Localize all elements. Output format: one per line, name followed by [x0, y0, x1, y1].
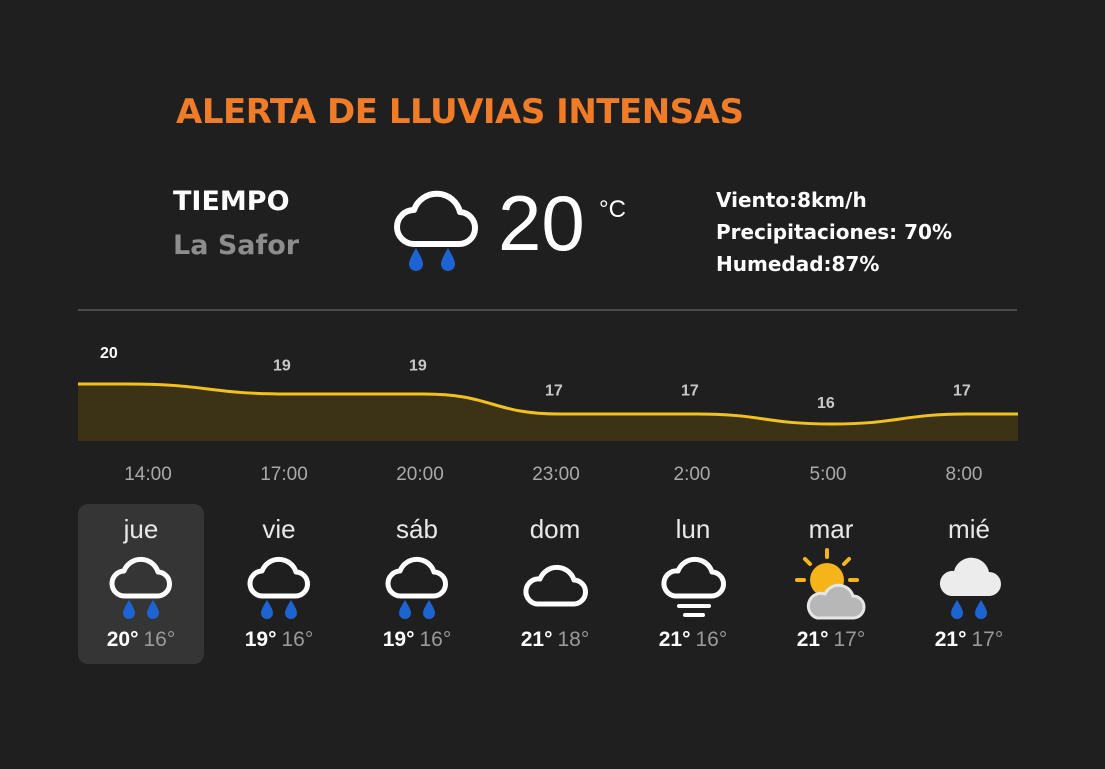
- min-temperature: 16°: [695, 628, 728, 651]
- min-temperature: 16°: [419, 628, 452, 651]
- sun-cloud-icon: [795, 548, 866, 620]
- day-name: dom: [529, 514, 581, 544]
- cloud-rain-filled-icon: [939, 557, 1001, 619]
- day-temperatures: 21° 18°: [492, 628, 618, 652]
- hour-label: 23:00: [532, 464, 580, 485]
- day-name: mié: [948, 514, 990, 544]
- day-temperatures: 19° 16°: [354, 628, 480, 652]
- location-name: La Safor: [173, 230, 300, 261]
- max-temperature: 19°: [382, 628, 415, 651]
- min-temperature: 16°: [281, 628, 314, 651]
- temperature-unit: °C: [599, 196, 626, 223]
- hour-label: 14:00: [124, 464, 172, 485]
- min-temperature: 17°: [833, 628, 866, 651]
- hour-label: 17:00: [260, 464, 308, 485]
- day-name: lun: [675, 514, 711, 544]
- min-temperature: 17°: [971, 628, 1004, 651]
- max-temperature: 19°: [244, 628, 277, 651]
- day-temperatures: 20° 16°: [78, 628, 204, 652]
- day-temperatures: 21° 17°: [768, 628, 894, 652]
- min-temperature: 18°: [557, 628, 590, 651]
- hourly-temperature-chart: 20 19 19 17 17 16 17 14:00 17:00 20:00 23:00 2:00 5…: [78, 345, 1018, 485]
- day-temperatures: 19° 16°: [216, 628, 342, 652]
- day-card-sáb[interactable]: sáb 19° 16°: [354, 504, 480, 664]
- current-details: Viento:8km/h Precipitaciones: 70% Humeda…: [716, 184, 952, 280]
- hour-label: 8:00: [946, 464, 983, 485]
- day-name: jue: [123, 514, 159, 544]
- cloud-rain-icon: [385, 556, 448, 619]
- temperature-line: [78, 382, 1018, 426]
- temperature-value-label: 20: [100, 345, 118, 362]
- temperature-value-label: 19: [273, 358, 291, 375]
- day-card-lun[interactable]: lun 21° 16°: [630, 504, 756, 664]
- temperature-value-label: 17: [545, 383, 563, 400]
- max-temperature: 21°: [796, 628, 829, 651]
- humidity-text: Humedad:87%: [716, 252, 880, 276]
- min-temperature: 16°: [143, 628, 176, 651]
- hour-label: 5:00: [810, 464, 847, 485]
- max-temperature: 21°: [520, 628, 553, 651]
- temperature-area: [78, 384, 1018, 441]
- day-temperatures: 21° 17°: [906, 628, 1032, 652]
- cloud-rain-icon: [394, 190, 478, 271]
- day-temperatures: 21° 16°: [630, 628, 756, 652]
- day-card-vie[interactable]: vie 19° 16°: [216, 504, 342, 664]
- day-card-dom[interactable]: dom 21° 18°: [492, 504, 618, 664]
- cloud-rain-icon: [109, 556, 172, 619]
- day-card-mié[interactable]: mié 21° 17°: [906, 504, 1032, 664]
- day-card-mar[interactable]: mar 21° 17°: [768, 504, 894, 664]
- hour-label: 2:00: [674, 464, 711, 485]
- temperature-value-label: 17: [681, 383, 699, 400]
- cloud-fog-icon: [661, 556, 726, 617]
- cloud-rain-icon: [247, 556, 310, 619]
- max-temperature: 21°: [658, 628, 691, 651]
- wind-text: Viento:8km/h: [716, 188, 867, 212]
- temperature-value-label: 16: [817, 395, 835, 412]
- location-title: TIEMPO: [173, 186, 290, 217]
- day-card-jue[interactable]: jue 20° 16°: [78, 504, 204, 664]
- temperature-value-label: 17: [953, 383, 971, 400]
- day-name: mar: [808, 514, 854, 544]
- hour-label: 20:00: [396, 464, 444, 485]
- max-temperature: 21°: [934, 628, 967, 651]
- temperature-value-label: 19: [409, 358, 427, 375]
- divider: [78, 309, 1017, 311]
- day-name: sáb: [396, 514, 438, 544]
- day-name: vie: [262, 514, 296, 544]
- max-temperature: 20°: [106, 628, 139, 651]
- daily-forecast: jue 20° 16° vie 19° 16° sáb 19° 16° dom 21° 18° lun 2…: [78, 504, 1018, 664]
- precipitation-text: Precipitaciones: 70%: [716, 220, 953, 244]
- alert-title: ALERTA DE LLUVIAS INTENSAS: [176, 92, 744, 132]
- current-temperature: 20: [498, 179, 585, 267]
- cloud-icon: [523, 564, 588, 607]
